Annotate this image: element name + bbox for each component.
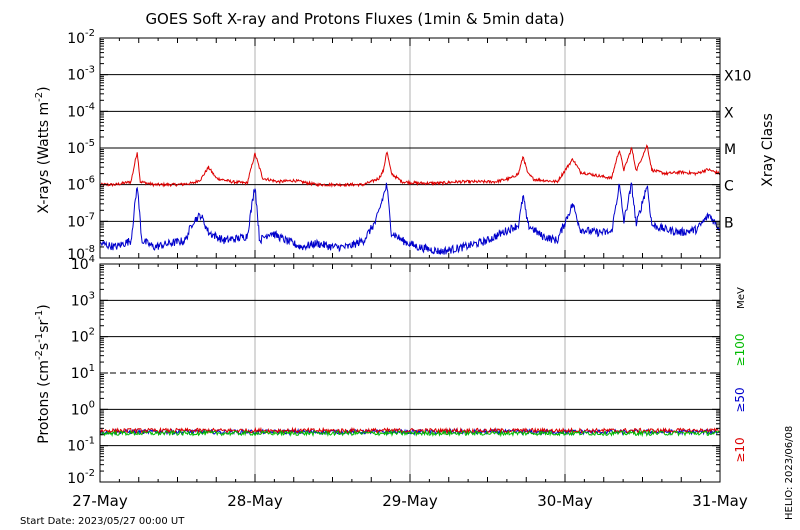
proton-ytick-label: 102 — [71, 327, 95, 346]
xray-class-label: C — [724, 179, 734, 195]
proton-energy-label: ≥100 — [733, 334, 747, 367]
xray-ytick-label: 10-8 — [67, 244, 95, 263]
x-tick-label: 29-May — [382, 492, 438, 510]
proton-axis-label: Protons (cm-2s-1sr-1) — [34, 304, 52, 443]
proton-series-line-1 — [99, 426, 720, 435]
proton-unit-label: MeV — [736, 287, 747, 309]
proton-series-line-2 — [99, 429, 720, 438]
x-tick-label: 27-May — [72, 492, 128, 510]
xray-axis-label: X-rays (Watts m-2) — [34, 86, 52, 213]
x-tick-label: 28-May — [227, 492, 283, 510]
xray-class-label: B — [724, 215, 734, 231]
xray-ytick-label: 10-6 — [67, 175, 95, 194]
proton-ytick-label: 104 — [71, 254, 95, 273]
xray-ytick-label: 10-3 — [67, 65, 95, 84]
x-tick-label: 30-May — [537, 492, 593, 510]
proton-ytick-label: 101 — [71, 363, 95, 382]
proton-energy-label: ≥10 — [733, 437, 747, 462]
xray-ytick-label: 10-2 — [67, 28, 95, 47]
xray-ytick-label: 10-5 — [67, 138, 95, 157]
start-date-label: Start Date: 2023/05/27 00:00 UT — [20, 516, 185, 527]
proton-ytick-label: 103 — [71, 290, 95, 309]
xray-series-line-1 — [99, 182, 721, 255]
helio-date-label: HELIO: 2023/06/08 — [784, 426, 795, 520]
xray-class-label: M — [724, 142, 736, 158]
xray-class-axis-label: Xray Class — [760, 113, 776, 187]
chart-title: GOES Soft X-ray and Protons Fluxes (1min… — [145, 10, 564, 28]
proton-energy-label: ≥50 — [733, 387, 747, 412]
xray-ytick-label: 10-7 — [67, 211, 95, 230]
xray-class-label: X — [724, 105, 734, 121]
xray-class-label: X10 — [724, 69, 751, 85]
proton-ytick-label: 100 — [71, 399, 95, 418]
xray-series-line-0 — [99, 144, 721, 188]
proton-ytick-label: 10-2 — [67, 468, 95, 487]
proton-ytick-label: 10-1 — [67, 436, 95, 455]
x-tick-label: 31-May — [692, 492, 748, 510]
xray-ytick-label: 10-4 — [67, 101, 95, 120]
